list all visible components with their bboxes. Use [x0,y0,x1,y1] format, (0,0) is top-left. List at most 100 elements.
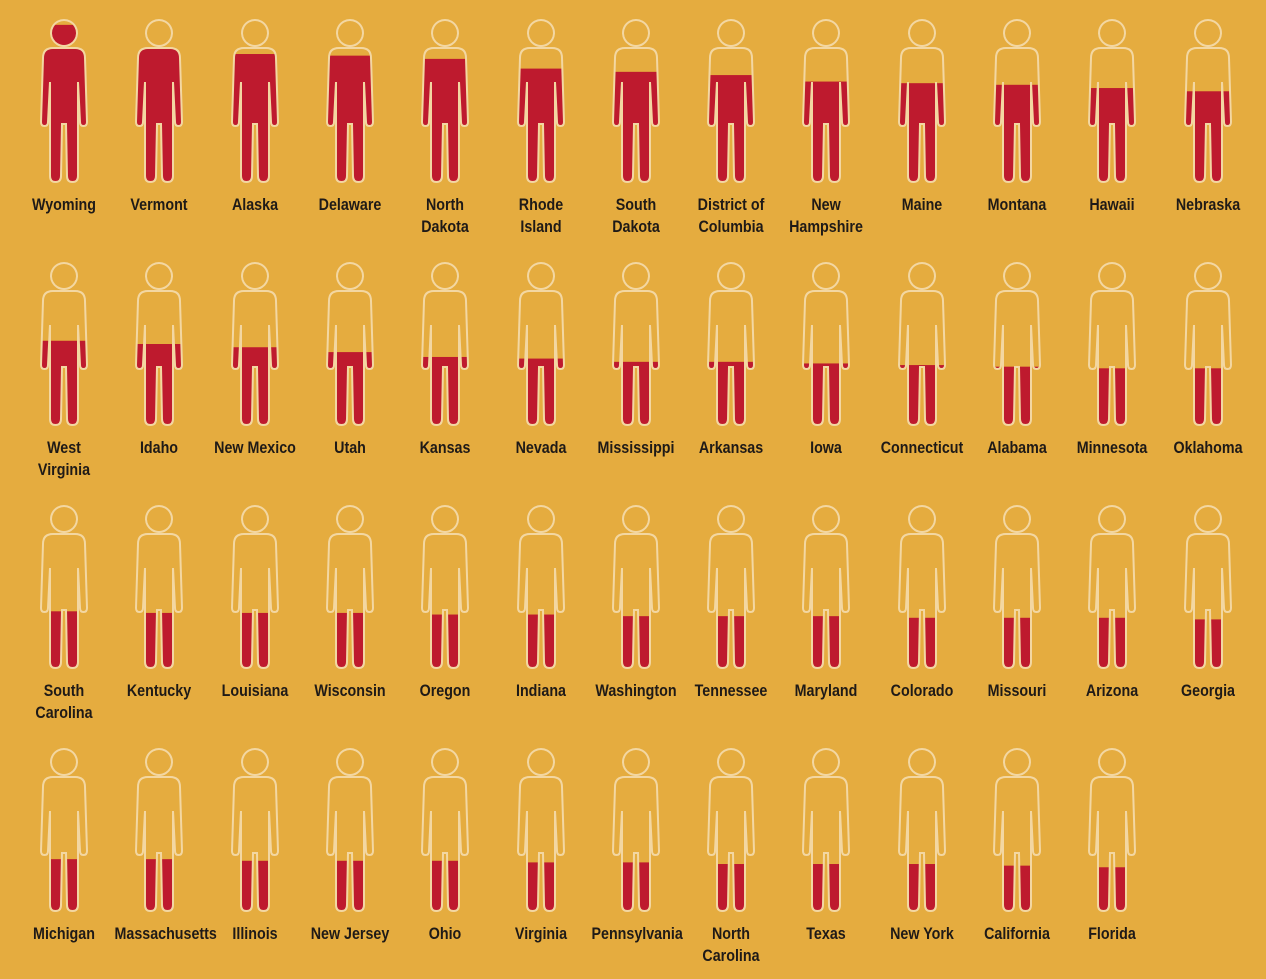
person-outline [707,262,756,427]
state-label: Louisiana [221,681,288,700]
state-label: Arkansas [698,438,764,457]
pictogram-item: Nebraska [1161,0,1255,240]
person-icon [516,505,565,670]
state-label: Nebraska [1175,195,1240,214]
fill-level-bar [41,611,87,668]
person-outline [1088,262,1137,427]
fill-level-bar [1089,368,1136,425]
pictogram-item: Georgia [1161,486,1255,726]
state-label: Pennsylvania [591,924,683,943]
person-icon [611,19,660,184]
state-label: Kansas [419,438,471,457]
person-outline [611,262,660,427]
person-icon [421,748,470,913]
person-outline [707,748,756,913]
fill-level-bar [708,864,755,911]
person-icon [516,262,565,427]
person-outline [611,748,660,913]
pictogram-item: Oklahoma [1161,243,1255,483]
fill-level-bar [1089,617,1136,668]
fill-level-bar [136,859,183,911]
state-label: Maine [901,195,942,214]
state-label: New York [889,924,954,943]
pictogram-item: Colorado [875,486,969,726]
person-icon [39,505,89,670]
person-icon [39,262,89,427]
state-label: South Dakota [611,195,660,236]
person-icon [39,19,89,184]
fill-level-bar [612,616,659,668]
person-icon [230,748,279,913]
pictogram-item: Arizona [1065,486,1159,726]
pictogram-item: Oregon [398,486,492,726]
person-outline [992,748,1042,913]
pictogram-item: Michigan [17,729,111,969]
person-icon [421,19,470,184]
pictogram-item: District of Columbia [684,0,778,240]
pictogram-item: Connecticut [875,243,969,483]
state-label: Arizona [1086,681,1139,700]
person-outline [516,262,565,427]
pictogram-item: New York [875,729,969,969]
person-icon [611,748,660,913]
person-icon [1183,19,1232,184]
pictogram-item: Wyoming [17,0,111,240]
person-outline [421,505,470,670]
person-icon [802,748,851,913]
state-label: Connecticut [880,438,963,457]
person-outline [230,19,279,184]
person-icon [135,505,184,670]
person-outline [897,19,946,184]
fill-level-bar [994,617,1040,668]
state-label: South Carolina [35,681,93,722]
fill-level-bar [326,55,373,182]
person-icon [1183,505,1232,670]
person-icon [135,748,184,913]
state-label: New Hampshire [789,195,864,236]
person-outline [135,505,184,670]
person-icon [325,748,374,913]
person-outline [897,505,946,670]
state-label: District of Columbia [697,195,765,236]
person-outline [802,262,851,427]
person-icon [516,748,565,913]
person-outline [325,262,374,427]
fill-level-bar [1184,368,1231,425]
person-outline [135,748,184,913]
state-label: Alabama [987,438,1047,457]
person-icon [1088,748,1137,913]
person-outline [1183,262,1232,427]
pictogram-item: Pennsylvania [589,729,683,969]
pictogram-item: Massachusetts [112,729,217,969]
person-icon [516,19,565,184]
fill-level-bar [517,68,564,182]
person-outline [516,505,565,670]
pictogram-item: South Dakota [589,0,683,240]
state-label: Vermont [130,195,188,214]
state-label: Ohio [428,924,462,943]
fill-level-bar [1184,91,1231,182]
person-outline [325,19,374,184]
fill-level-bar [803,616,850,668]
person-icon [802,262,851,427]
pictogram-item: Illinois [208,729,302,969]
fill-level-bar [994,366,1040,425]
fill-level-bar [898,83,945,182]
state-label: Oklahoma [1173,438,1243,457]
person-outline [39,19,89,184]
fill-level-bar [708,75,755,182]
person-icon [1183,262,1232,427]
state-label: Tennessee [694,681,768,700]
pictogram-item: New Jersey [303,729,397,969]
person-icon [992,262,1042,427]
pictogram-item: California [970,729,1064,969]
person-outline [516,748,565,913]
person-outline [802,19,851,184]
fill-level-bar [231,612,278,668]
person-icon [421,262,470,427]
person-icon [230,262,279,427]
state-label: California [984,924,1050,943]
pictogram-item: New Hampshire [779,0,873,240]
pictogram-item: Hawaii [1065,0,1159,240]
